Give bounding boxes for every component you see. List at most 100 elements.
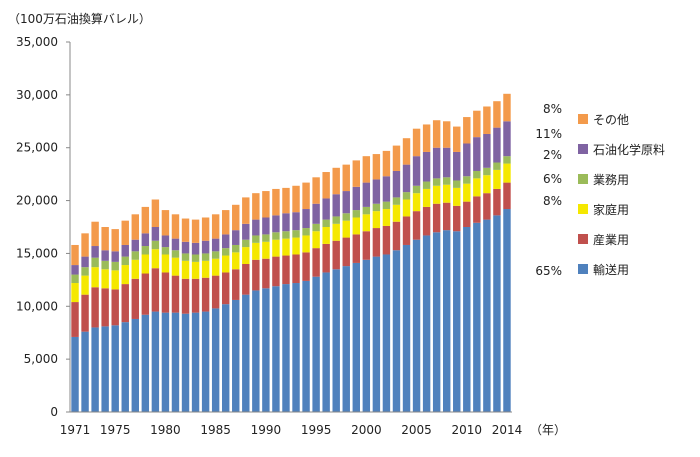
bar-segment: [91, 267, 99, 288]
bar-segment: [121, 220, 129, 245]
bar-segment: [412, 193, 421, 212]
bar-segment: [201, 240, 210, 254]
bar-segment: [171, 238, 180, 251]
bar-segment: [402, 216, 411, 245]
share-label-other: 8%: [542, 102, 562, 116]
legend-label-commercial: 業務用: [593, 173, 630, 187]
bar-segment: [302, 209, 310, 229]
bar-segment: [503, 156, 511, 164]
bar-segment: [151, 199, 160, 227]
bar-segment: [221, 248, 230, 256]
bar-segment: [161, 312, 170, 412]
bar-segment: [211, 238, 220, 252]
bar-segment: [392, 197, 401, 205]
bar-segment: [412, 156, 421, 186]
y-axis-unit-label: （100万石油換算バレル）: [8, 12, 151, 26]
bar-segment: [312, 223, 320, 232]
bar-segment: [503, 93, 511, 122]
bar-segment: [422, 206, 431, 236]
bar-segment: [382, 150, 391, 177]
bar-segment: [382, 254, 391, 412]
bar-segment: [211, 251, 220, 259]
bar-segment: [402, 192, 411, 200]
bar-segment: [362, 156, 371, 183]
bar-segment: [191, 254, 200, 262]
bar-segment: [131, 278, 140, 319]
y-tick-label: 35,000: [16, 35, 58, 49]
bar-segment: [282, 187, 290, 214]
bar-segment: [262, 217, 270, 235]
bar-segment: [312, 276, 320, 412]
bar-segment: [141, 233, 150, 247]
bar-segment: [242, 223, 250, 240]
bar-segment: [252, 193, 260, 220]
bar-segment: [302, 235, 310, 253]
bar-segment: [282, 231, 290, 239]
bar-segment: [362, 206, 371, 215]
x-tick-label: 1995: [301, 423, 332, 437]
bar-segment: [382, 225, 391, 255]
bar-segment: [232, 230, 240, 245]
bar-segment: [242, 197, 250, 224]
share-label-transport: 65%: [535, 264, 562, 278]
bar-segment: [352, 186, 361, 211]
bar-segment: [453, 180, 461, 188]
bar-segment: [432, 203, 441, 233]
legend-label-residential: 家庭用: [593, 203, 630, 217]
bar-segment: [392, 204, 401, 222]
bar-segment: [442, 147, 451, 178]
legend-swatch-residential: [578, 204, 588, 214]
bar-segment: [442, 230, 451, 412]
bar-segment: [362, 214, 371, 232]
y-tick-label: 10,000: [16, 299, 58, 313]
y-tick-label: 5,000: [24, 352, 58, 366]
bar-segment: [493, 162, 501, 170]
bar-segment: [332, 269, 340, 412]
bar-segment: [71, 336, 79, 412]
bar-segment: [463, 117, 471, 144]
bar-segment: [282, 238, 290, 256]
bar-segment: [111, 325, 119, 412]
x-tick-label: 1990: [251, 423, 282, 437]
x-tick-label: 2010: [452, 423, 483, 437]
bar-segment: [151, 249, 160, 269]
bar-segment: [402, 199, 411, 217]
bar-segment: [453, 187, 461, 206]
bar-segment: [362, 231, 371, 260]
bar-segment: [141, 314, 150, 412]
bar-segment: [342, 266, 350, 412]
bar-segment: [292, 283, 300, 412]
x-tick-label: 1980: [150, 423, 181, 437]
bar-segment: [483, 175, 491, 194]
bar-segment: [382, 201, 391, 210]
bar-segment: [392, 250, 401, 412]
bar-segment: [141, 246, 150, 255]
bar-segment: [402, 244, 411, 412]
bar-segment: [272, 239, 280, 257]
legend-label-petrochemical: 石油化学原料: [593, 143, 666, 157]
bar-segment: [101, 227, 109, 251]
bar-segment: [473, 137, 481, 171]
bar-segment: [131, 251, 140, 260]
bar-segment: [292, 212, 300, 231]
bar-segment: [493, 188, 501, 216]
y-tick-label: 15,000: [16, 246, 58, 260]
bar-segment: [282, 284, 290, 412]
bar-segment: [493, 169, 501, 189]
bar-segment: [111, 270, 119, 290]
bar-segment: [181, 218, 190, 242]
bar-segment: [302, 228, 310, 236]
bar-segment: [412, 239, 421, 412]
bar-segment: [161, 272, 170, 313]
bar-segment: [312, 203, 320, 224]
bar-segment: [432, 120, 441, 148]
bar-segment: [352, 234, 361, 263]
bar-segment: [473, 110, 481, 138]
bar-segment: [372, 179, 381, 204]
bar-segment: [101, 326, 109, 412]
bar-segment: [111, 251, 119, 262]
bar-segment: [232, 204, 240, 231]
bar-segment: [463, 183, 471, 202]
bar-segment: [503, 121, 511, 157]
